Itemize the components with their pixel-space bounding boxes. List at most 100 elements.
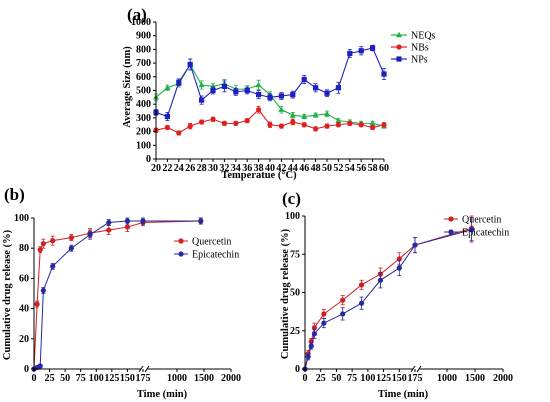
panel-c-xtick-label: 0 [303,373,308,384]
panel-c-xtick-label: 1500 [465,373,485,384]
panel-a-point-NPs [301,76,307,83]
panel-c-series-line-Epicatechin [304,229,472,370]
panel-a-point-NPs [370,45,376,51]
panel-b-xtick-label: 1500 [194,373,214,384]
panel-a-xtick-label: 46 [299,163,309,174]
panel-a-point-NBs [267,122,273,128]
panel-a-point-NBs [301,122,307,128]
panel-c-point-Epicatechin [377,277,384,283]
panel-a-point-NEQs [198,81,205,88]
panel-b-ytick-label: 60 [19,273,29,284]
panel-c-point-Epicatechin [305,354,311,360]
panel-c-point-Epicatechin [469,227,475,233]
panel-a-point-NPs [278,93,284,99]
panel-b-ytick-label: 40 [19,304,29,315]
panel-b-point-Quercetin [68,235,74,241]
panel-a-point-NBs [381,122,387,128]
panel-c-legend-label: Epicatechin [462,228,509,239]
panel-a-point-NPs [210,87,216,94]
panel-a-point-NEQs [312,111,319,118]
panel-a-legend-label: NPs [411,55,428,66]
panel-b-point-Epicatechin [37,363,43,369]
panel-a-point-NEQs [289,111,296,118]
panel-b-xtick-label: 0 [32,373,37,384]
panel-c-legend-marker [448,229,454,235]
panel-a-point-NEQs [255,81,262,88]
panel-a-xtick-label: 32 [219,163,229,174]
panel-a-point-NEQs [369,120,376,126]
panel-c-xtick-label: 175 [408,373,423,384]
panel-a: (a) 0 100 200 300 400 500 600 700 800 900 1000 20 22… [122,5,436,181]
panel-a-point-NBs [187,123,193,129]
panel-a-legend-marker [396,44,402,50]
panel-a-point-NBs [256,107,262,113]
panel-a-ytick-label: 700 [136,58,151,69]
panel-a-legend-marker [396,31,402,38]
panel-a-xtick-label: 38 [254,163,264,174]
panel-a-label: (a) [127,5,147,24]
panel-a-ytick-label: 1000 [131,17,151,28]
panel-a-xtick-label: 26 [185,163,195,174]
panel-a-point-NPs [164,113,170,120]
panel-a-point-NEQs [301,113,308,119]
panel-a-point-NBs [278,123,284,129]
panel-a-xtick-label: 52 [333,163,343,174]
panel-b-point-Epicatechin [40,287,46,294]
panel-b-point-Quercetin [40,241,46,247]
panel-b-legend-label: Quercetin [192,237,231,248]
panel-c-xtick-label: 75 [347,373,357,384]
panel-a-point-NEQs [278,106,285,112]
panel-a-point-NBs [313,126,319,132]
panel-a-xtick-label: 50 [322,163,332,174]
panel-b-ytick-label: 100 [14,213,29,224]
panel-c-ytick-label: 50 [290,288,300,299]
panel-a-ytick-label: 300 [136,113,151,124]
panel-b-point-Epicatechin [140,218,146,224]
panel-b-xtick-label: 175 [136,373,151,384]
panel-c-xtick-label: 150 [392,373,407,384]
panel-a-point-NBs [358,122,364,128]
panel-a-point-NPs [381,71,387,77]
panel-b-ytick-label: 20 [19,334,29,345]
panel-c-axis-break [416,365,422,373]
panel-a-ytick-label: 100 [136,140,151,151]
panel-a-legend-label: NBs [411,43,429,54]
panel-b-xtick-label: 50 [60,373,70,384]
panel-a-ytick-label: 800 [136,44,151,55]
panel-c-ytick-label: 25 [290,326,300,337]
panel-c-point-Epicatechin [308,343,314,349]
panel-a-ytick-label: 200 [136,127,151,138]
panel-b-xtick-label: 100 [89,373,104,384]
panel-b-xtick-label: 75 [76,373,86,384]
panel-b-point-Epicatechin [198,218,204,224]
panel-c-point-Epicatechin [311,331,318,337]
panel-b-xtick-label: 2000 [221,373,241,384]
panel-b-point-Epicatechin [50,263,56,269]
panel-c-xtick-label: 2000 [493,373,513,384]
panel-b-legend-label: Epicatechin [192,250,239,261]
panel-a-ytick-label: 400 [136,99,151,110]
panel-a-point-NPs [221,83,227,89]
panel-a-point-NPs [290,92,296,98]
panel-b-ylabel: Cumulative drug release (%) [2,229,13,360]
panel-a-xtick-label: 34 [231,163,241,174]
panel-a-point-NEQs [164,84,171,90]
panel-a-xtick-label: 28 [197,163,207,174]
panel-b-xtick-label: 125 [104,373,119,384]
panel-a-point-NBs [233,120,239,126]
panel-b-xtick-label: 150 [120,373,135,384]
panel-b-label: (b) [4,185,25,204]
panel-b-xlabel: Time (min) [137,389,188,400]
panel-b-xtick-label: 25 [45,373,55,384]
panel-b-axis-break [138,365,144,373]
panel-a-point-NPs [256,92,262,98]
panel-c-point-Epicatechin [358,300,365,306]
panel-a-xtick-label: 48 [311,163,321,174]
panel-c-point-Epicatechin [412,242,418,248]
panel-c-xtick-label: 125 [376,373,391,384]
panel-c-point-Epicatechin [396,265,402,271]
panel-b-point-Epicatechin [68,245,74,251]
panel-a-point-NPs [267,94,273,100]
